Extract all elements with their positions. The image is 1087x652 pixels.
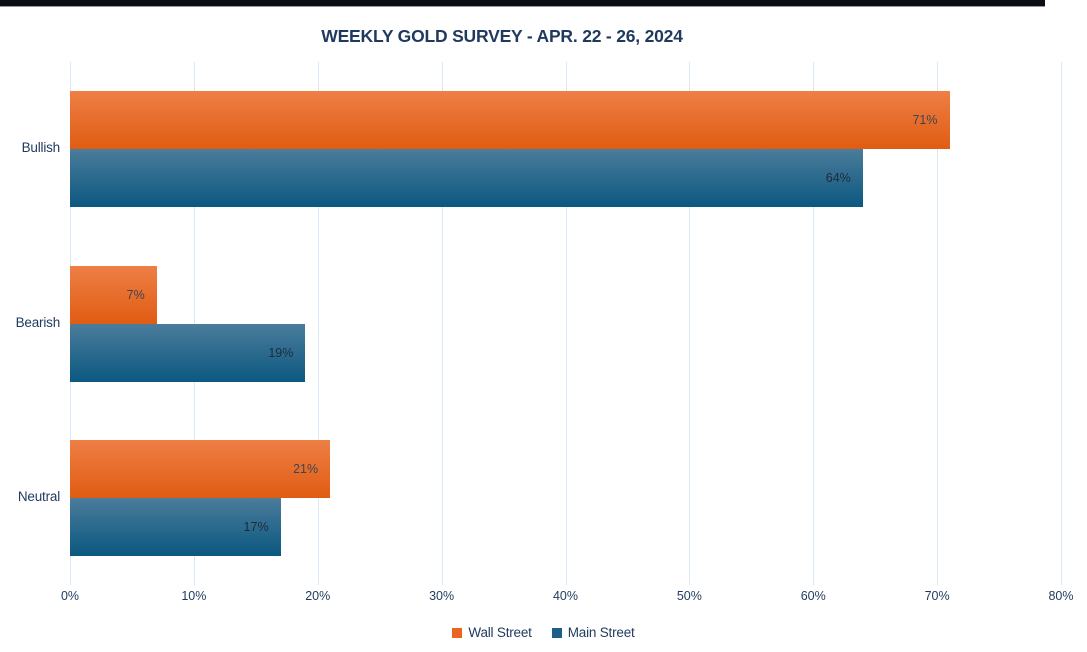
bar-main-street-bullish: 64% (70, 149, 863, 208)
x-tick-label: 0% (60, 589, 80, 603)
gridline (937, 62, 939, 585)
gridline (565, 62, 567, 585)
x-tick-label: 60% (800, 589, 826, 603)
legend-label-main-street: Main Street (567, 625, 635, 640)
bar-value-label: 17% (243, 519, 269, 534)
bar-value-label: 64% (825, 171, 851, 186)
chart-title: WEEKLY GOLD SURVEY - APR. 22 - 26, 2024 (321, 26, 683, 46)
x-tick-label: 10% (181, 589, 207, 603)
category-label-neutral: Neutral (17, 488, 60, 504)
gridline (813, 62, 815, 585)
x-tick-label: 80% (1048, 589, 1074, 603)
legend-item-wall-street: Wall Street (452, 625, 532, 640)
legend: Wall Street Main Street (0, 625, 1087, 640)
wall-street-swatch-icon (452, 627, 463, 638)
bar-main-street-bearish: 19% (70, 323, 306, 382)
bar-wall-street-bullish: 71% (70, 91, 950, 150)
x-tick-label: 40% (552, 589, 579, 603)
legend-item-main-street: Main Street (551, 625, 635, 640)
x-tick-label: 50% (676, 589, 702, 603)
x-tick-label: 70% (924, 589, 950, 603)
x-tick-label: 30% (429, 589, 455, 603)
bar-wall-street-bearish: 7% (70, 265, 157, 324)
gridline (1061, 62, 1062, 585)
main-street-swatch-icon (551, 627, 562, 638)
bar-value-label: 19% (268, 345, 294, 360)
legend-label-wall-street: Wall Street (468, 625, 532, 640)
bar-value-label: 7% (126, 287, 145, 302)
x-tick-label: 20% (305, 589, 331, 603)
category-label-bullish: Bullish (21, 140, 61, 156)
gridline (689, 62, 691, 585)
bar-value-label: 21% (293, 461, 319, 476)
plot-area: 71% 64% 7% 19% 21% 17% (70, 62, 1062, 585)
gridline (317, 62, 319, 585)
category-label-bearish: Bearish (15, 314, 61, 330)
bar-value-label: 71% (912, 113, 938, 128)
gridline (441, 62, 443, 585)
bar-wall-street-neutral: 21% (70, 439, 331, 498)
bar-main-street-neutral: 17% (70, 497, 281, 556)
top-accent-bar (0, 0, 1045, 7)
